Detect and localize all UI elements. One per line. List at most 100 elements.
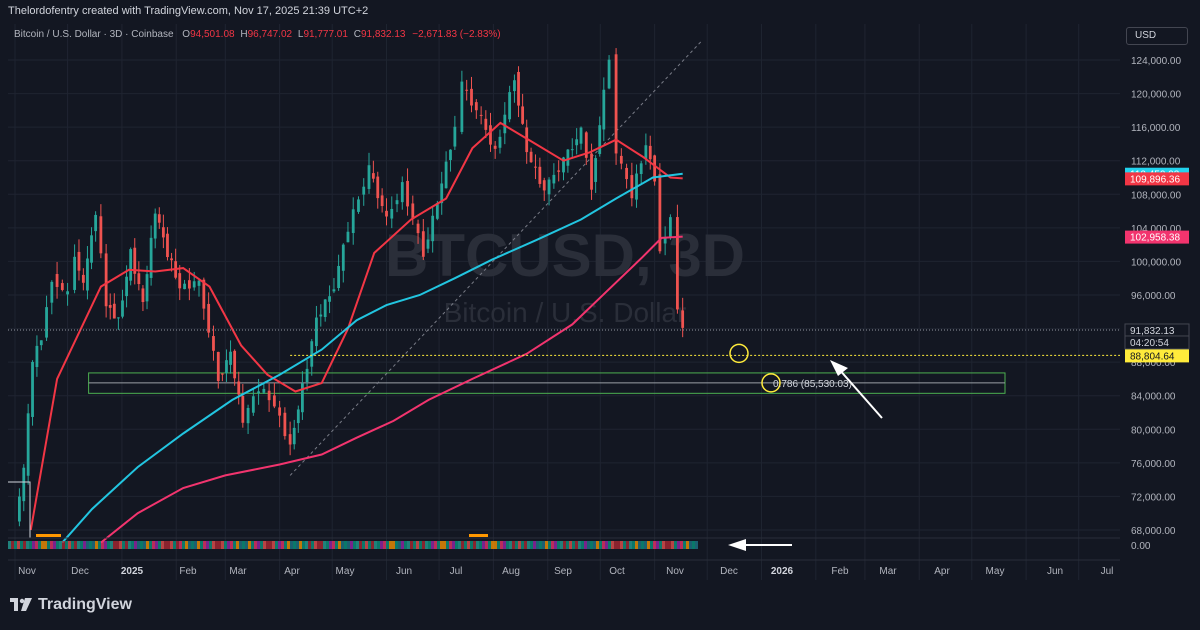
indicator-bar xyxy=(677,541,680,549)
candle-body xyxy=(421,231,425,257)
indicator-bar xyxy=(578,541,581,549)
candle-body xyxy=(99,216,103,254)
indicator-bar xyxy=(692,541,695,549)
candle-body xyxy=(197,280,201,286)
time-axis[interactable]: Nov Dec 2025 Feb Mar Apr May Jun Jul Aug Sep Oct Nov… xyxy=(8,559,1120,577)
indicator-bar xyxy=(125,541,128,549)
indicator-bar xyxy=(14,541,17,549)
candle-body xyxy=(351,209,355,234)
price-tick-label: 116,000.00 xyxy=(1131,123,1181,134)
indicator-bar xyxy=(569,541,572,549)
indicator-bar xyxy=(200,541,203,549)
candle-body xyxy=(474,102,478,111)
price-tick-label: 68,000.00 xyxy=(1131,526,1176,537)
indicator-bar xyxy=(362,541,365,549)
indicator-bar xyxy=(152,541,155,549)
indicator-bar xyxy=(218,541,221,549)
indicator-bar xyxy=(638,541,641,549)
indicator-bar xyxy=(74,541,77,549)
indicator-bar xyxy=(23,541,26,549)
indicator-bar xyxy=(92,541,95,549)
indicator-bar xyxy=(521,541,524,549)
candle-body xyxy=(493,145,497,149)
price-axis-bg xyxy=(1120,24,1200,584)
indicator-bar xyxy=(56,541,59,549)
arrow-to-target-head-icon xyxy=(830,360,848,376)
price-tick-label: 84,000.00 xyxy=(1131,392,1176,403)
price-tag xyxy=(1125,349,1189,363)
indicator-bar xyxy=(287,541,290,549)
candle-body xyxy=(141,288,145,303)
candle-body xyxy=(566,149,570,166)
indicator-bar xyxy=(647,541,650,549)
indicator-bar xyxy=(62,541,65,549)
currency-button[interactable]: USD xyxy=(1126,27,1188,45)
indicator-bar xyxy=(461,541,464,549)
candle-body xyxy=(681,310,685,328)
indicator-bar xyxy=(683,541,686,549)
candle-body xyxy=(251,396,255,413)
indicator-bar xyxy=(533,541,536,549)
brand-name: TradingView xyxy=(38,596,132,613)
indicator-bar xyxy=(314,541,317,549)
candle-body xyxy=(416,223,420,234)
indicator-bar xyxy=(170,541,173,549)
candle-body xyxy=(104,253,108,307)
indicator-bar xyxy=(374,541,377,549)
indicator-bar xyxy=(17,541,20,549)
indicator-bar xyxy=(473,541,476,549)
price-axis[interactable]: 124,000.00 120,000.00 116,000.00 112,000.00… xyxy=(1120,24,1200,584)
indicator-bar xyxy=(119,541,122,549)
indicator-bar xyxy=(26,541,29,549)
indicator-bar xyxy=(182,541,185,549)
indicator-bar xyxy=(344,541,347,549)
time-tick-label: May xyxy=(986,566,1005,577)
time-tick-label: Nov xyxy=(18,566,36,577)
candle-body xyxy=(166,233,169,258)
indicator-bar xyxy=(140,541,143,549)
candles xyxy=(17,48,685,527)
candle-body xyxy=(296,409,300,424)
candle-body xyxy=(513,80,516,92)
plot-area[interactable] xyxy=(8,24,1120,580)
fib-trend-line xyxy=(289,40,703,476)
indicator-bar xyxy=(242,541,245,549)
indicator-bar xyxy=(527,541,530,549)
candle-body xyxy=(400,182,404,203)
indicator-bar xyxy=(41,541,44,549)
candle-body xyxy=(644,145,648,159)
indicator-bar xyxy=(383,541,386,549)
indicator-bar xyxy=(506,541,509,549)
indicator-bar xyxy=(278,541,281,549)
indicator-bar xyxy=(131,541,134,549)
indicator-bar xyxy=(197,541,200,549)
candle-body xyxy=(267,390,271,401)
candle-body xyxy=(66,291,69,295)
indicator-bar xyxy=(44,541,47,549)
drawings-front[interactable]: 0.786 (85,530.03) xyxy=(8,329,1120,551)
indicator-bar xyxy=(599,541,602,549)
indicator-bar xyxy=(248,541,251,549)
indicator-bar xyxy=(176,541,179,549)
indicator-bar xyxy=(20,541,23,549)
indicator-bar xyxy=(356,541,359,549)
indicator-bar xyxy=(452,541,455,549)
tradingview-logo[interactable]: TradingView xyxy=(10,596,132,614)
arrow-to-target-shaft xyxy=(837,367,883,419)
indicator-bar xyxy=(185,541,188,549)
indicator-bar xyxy=(449,541,452,549)
price-tick-label: 124,000.00 xyxy=(1131,56,1181,67)
indicator-bar xyxy=(593,541,596,549)
candle-body xyxy=(385,210,388,217)
indicator-bar xyxy=(563,541,566,549)
indicator-bar xyxy=(251,541,254,549)
candle-body xyxy=(449,149,452,161)
candle-body xyxy=(648,145,652,160)
indicator-bar xyxy=(614,541,617,549)
fib-circle xyxy=(761,373,781,393)
candle-body xyxy=(376,176,380,199)
candle-body xyxy=(81,274,85,283)
candle-body xyxy=(55,274,59,287)
indicator-bar xyxy=(602,541,605,549)
